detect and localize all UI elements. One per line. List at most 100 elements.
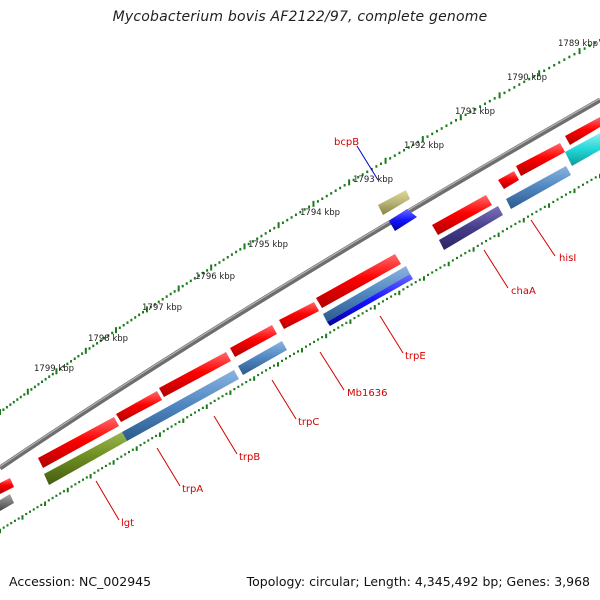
- cog-cyan[interactable]: [565, 133, 600, 166]
- leader-line: [483, 249, 509, 289]
- gene-label-mb1636[interactable]: Mb1636: [347, 388, 387, 399]
- inner-tick: [182, 418, 185, 423]
- gene-label-lgt[interactable]: lgt: [121, 518, 134, 529]
- minor-tick: [518, 83, 521, 86]
- major-tick: [384, 157, 387, 164]
- cds-upstream-2[interactable]: [565, 117, 600, 145]
- cds-edge-left[interactable]: [0, 478, 14, 494]
- minor-tick: [251, 240, 254, 243]
- minor-tick: [474, 108, 477, 111]
- gene-label-bcpb[interactable]: bcpB: [334, 137, 359, 148]
- cog-trpA-trpB[interactable]: [122, 370, 239, 441]
- minor-tick: [407, 146, 410, 149]
- inner-tick: [468, 249, 471, 252]
- inner-tick: [313, 340, 316, 344]
- gene-label-trpb[interactable]: trpB: [239, 452, 260, 463]
- cds-trpA[interactable]: [116, 391, 162, 422]
- inner-tick: [493, 235, 496, 238]
- inner-tick: [277, 362, 280, 367]
- minor-tick: [299, 210, 302, 214]
- minor-tick: [528, 77, 531, 81]
- minor-tick: [149, 305, 152, 309]
- cds-trpB[interactable]: [159, 352, 231, 397]
- cds-trpC[interactable]: [230, 325, 277, 357]
- minor-tick: [563, 58, 566, 61]
- inner-tick: [78, 480, 81, 484]
- inner-tick: [398, 290, 401, 296]
- inner-tick: [116, 457, 119, 461]
- cds-Mb1636[interactable]: [279, 302, 319, 329]
- inner-tick: [357, 314, 360, 317]
- inner-tick: [464, 252, 467, 255]
- minor-tick: [379, 162, 382, 165]
- cog-trpE-2[interactable]: [327, 274, 413, 326]
- cds-chaA[interactable]: [432, 195, 492, 235]
- gene-label-hisi[interactable]: hisI: [559, 253, 576, 264]
- inner-tick: [285, 357, 288, 360]
- inner-tick: [21, 515, 24, 520]
- minor-tick: [417, 140, 420, 144]
- minor-tick: [92, 344, 95, 348]
- major-tick: [578, 48, 581, 55]
- inner-tick: [325, 333, 328, 339]
- minor-tick: [165, 295, 168, 298]
- minor-tick: [239, 248, 242, 251]
- minor-tick: [403, 148, 406, 152]
- leader-line: [530, 219, 556, 257]
- minor-tick: [9, 403, 12, 406]
- minor-tick: [77, 354, 80, 358]
- inner-tick: [321, 336, 324, 339]
- inner-tick: [70, 485, 73, 488]
- major-tick: [114, 327, 117, 334]
- inner-tick: [2, 526, 5, 529]
- cog-chaA[interactable]: [439, 206, 503, 250]
- inner-tick: [443, 264, 446, 267]
- inner-tick: [505, 227, 508, 230]
- tick-label: 1791 kbp: [455, 107, 495, 117]
- inner-tick: [552, 200, 555, 204]
- cds-lgt-region[interactable]: [38, 417, 119, 468]
- minor-tick: [218, 261, 221, 264]
- cog-trpE[interactable]: [323, 266, 410, 322]
- tick-label: 1795 kbp: [248, 240, 288, 250]
- minor-tick: [48, 375, 51, 378]
- gene-label-trpa[interactable]: trpA: [182, 484, 203, 495]
- accession-text: Accession: NC_002945: [9, 574, 152, 589]
- cog-hisI[interactable]: [506, 166, 571, 209]
- cds-trpE[interactable]: [316, 254, 401, 308]
- minor-tick: [357, 175, 360, 179]
- inner-tick: [201, 406, 204, 409]
- gene-label-trpe[interactable]: trpE: [405, 351, 426, 362]
- minor-tick: [583, 47, 586, 50]
- cds-bcpB[interactable]: [389, 209, 417, 231]
- minor-tick: [269, 229, 271, 232]
- gene-labels: bcpB hisI chaA trpE Mb1636 trpC trpB trpA lgt: [121, 137, 576, 529]
- minor-tick: [426, 135, 429, 138]
- inner-tick: [447, 261, 450, 267]
- tick-label: 1792 kbp: [404, 141, 444, 151]
- inner-tick: [209, 402, 212, 405]
- minor-tick: [235, 250, 238, 254]
- inner-tick: [543, 205, 546, 208]
- inner-tick: [418, 278, 421, 281]
- inner-tick: [13, 519, 16, 522]
- inner-tick: [237, 385, 240, 388]
- cog-lgt[interactable]: [44, 432, 127, 485]
- major-tick: [0, 409, 1, 415]
- cog-trpC[interactable]: [238, 341, 287, 375]
- cds-hisI[interactable]: [498, 171, 519, 189]
- cog-grey-left[interactable]: [0, 494, 14, 511]
- inner-tick: [147, 439, 150, 442]
- cog-bcpB[interactable]: [378, 190, 410, 215]
- minor-tick: [12, 400, 15, 404]
- gene-label-chaa[interactable]: chaA: [511, 286, 536, 297]
- inner-tick: [305, 345, 308, 348]
- gene-label-trpc[interactable]: trpC: [298, 417, 319, 428]
- inner-tick: [233, 388, 236, 391]
- gene-features[interactable]: [0, 117, 600, 511]
- inner-tick: [472, 247, 475, 252]
- cds-upstream[interactable]: [516, 143, 565, 176]
- inner-tick: [205, 404, 208, 409]
- minor-tick: [206, 269, 209, 272]
